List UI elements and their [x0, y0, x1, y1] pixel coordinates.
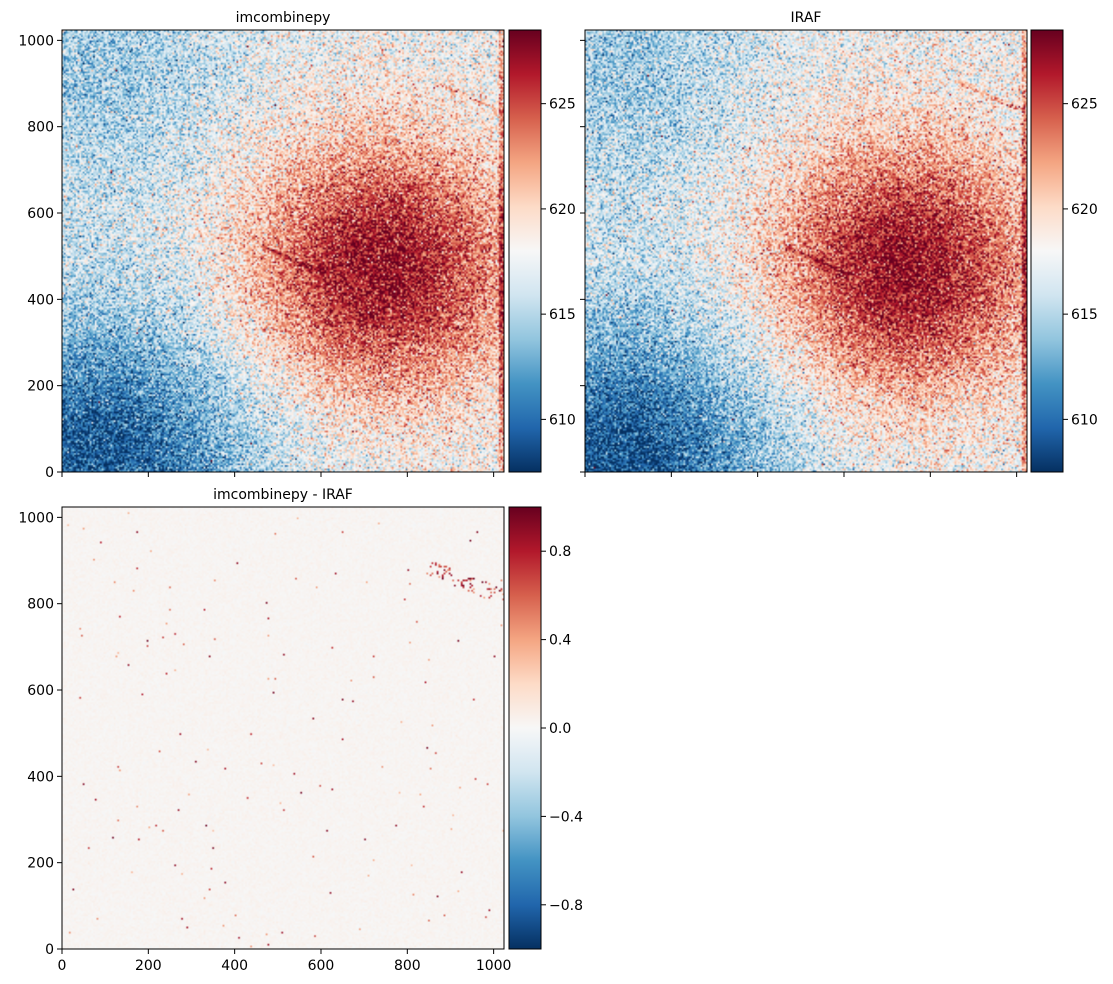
y-axis-ticks	[580, 39, 585, 473]
x-tick-label: 1000	[476, 958, 512, 974]
y-tick-label: 400	[27, 769, 54, 785]
x-tick-label: 200	[135, 958, 162, 974]
axes-frame	[61, 29, 505, 473]
y-tick-label: 600	[27, 206, 54, 222]
colorbar-ticks: 610 615 620 625	[1063, 97, 1098, 428]
colorbar	[508, 29, 542, 473]
colorbar-tick-label: 625	[549, 97, 576, 113]
y-tick-label: 1000	[18, 510, 54, 526]
colorbar-tick-label: 610	[549, 412, 576, 428]
colorbar-ticks: −0.8 −0.4 0.0 0.4 0.8	[541, 544, 583, 914]
heatmap-image	[62, 30, 504, 472]
x-tick-label: 0	[58, 958, 67, 974]
y-tick-label: 200	[27, 379, 54, 395]
heatmap-image	[62, 507, 504, 949]
y-tick-label: 0	[45, 465, 54, 481]
colorbar-tick-label: 615	[1071, 307, 1098, 323]
axes-frame	[61, 506, 505, 950]
panel-difference: imcombinepy - IRAF 0 200 400 600 800 1000 0 20…	[18, 487, 583, 974]
x-tick-label: 600	[308, 958, 335, 974]
colorbar-tick-label: 620	[1071, 202, 1098, 218]
y-tick-label: 800	[27, 597, 54, 613]
colorbar-tick-label: 625	[1071, 97, 1098, 113]
colorbar-tick-label: 610	[1071, 412, 1098, 428]
colorbar-ticks: 610 615 620 625	[541, 97, 576, 428]
x-axis-ticks	[584, 472, 1018, 477]
y-tick-label: 0	[45, 942, 54, 958]
x-tick-label: 400	[221, 958, 248, 974]
panel-iraf: IRAF 610 615 620 625	[580, 10, 1098, 477]
x-tick-label: 800	[394, 958, 421, 974]
y-tick-label: 200	[27, 856, 54, 872]
y-tick-label: 1000	[18, 33, 54, 49]
colorbar	[508, 506, 542, 950]
y-tick-label: 800	[27, 120, 54, 136]
colorbar	[1030, 29, 1064, 473]
y-tick-label: 400	[27, 292, 54, 308]
panel-title: imcombinepy	[236, 10, 331, 26]
panel-title: imcombinepy - IRAF	[213, 487, 353, 503]
axes-frame	[584, 29, 1028, 473]
y-tick-label: 600	[27, 683, 54, 699]
y-axis-ticks: 0 200 400 600 800 1000	[18, 33, 62, 481]
colorbar-tick-label: 0.4	[549, 633, 571, 649]
colorbar-tick-label: 0.8	[549, 544, 571, 560]
panel-title: IRAF	[791, 10, 822, 26]
colorbar-tick-label: 615	[549, 307, 576, 323]
colorbar-tick-label: 0.0	[549, 721, 571, 737]
x-axis-ticks: 0 200 400 600 800 1000	[58, 949, 512, 974]
y-axis-ticks: 0 200 400 600 800 1000	[18, 510, 62, 958]
colorbar-tick-label: −0.4	[549, 809, 583, 825]
colorbar-tick-label: 620	[549, 202, 576, 218]
heatmap-image	[585, 30, 1027, 472]
x-axis-ticks	[61, 472, 495, 477]
colorbar-tick-label: −0.8	[549, 898, 583, 914]
